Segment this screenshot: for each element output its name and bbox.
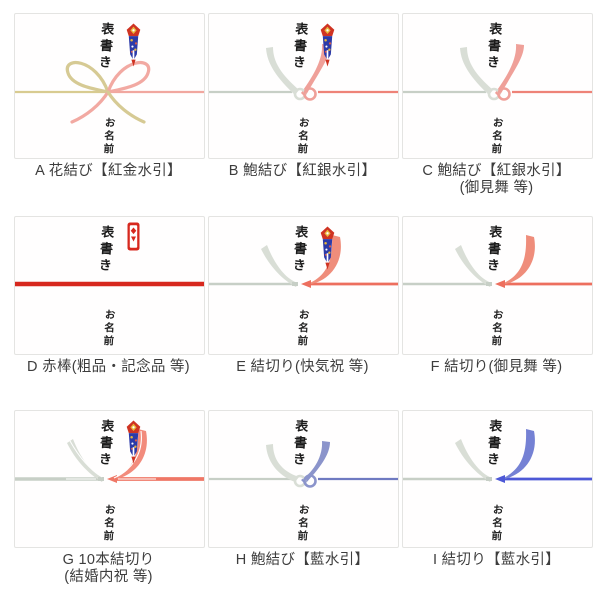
omotegaki-label: 表書き xyxy=(289,21,308,72)
onamae-label: お名前 xyxy=(101,308,117,349)
onamae-label: お名前 xyxy=(101,116,117,157)
mizuhiki-ribbon xyxy=(209,235,398,288)
noshi-card: 表書き お名前 xyxy=(208,216,399,355)
sample-caption: A 花結び【紅金水引】 xyxy=(8,163,209,180)
omotegaki-label: 表書き xyxy=(289,224,308,275)
noshi-card: 表書きお名前 xyxy=(402,216,593,355)
sample-caption: I 結切り【藍水引】 xyxy=(396,552,597,569)
noshi-ornament-icon xyxy=(320,226,335,270)
sample-caption-line1: I 結切り【藍水引】 xyxy=(432,552,561,568)
noshi-option-c[interactable]: 表書きお名前 C 鮑結び【紅銀水引】 (御見舞 等) xyxy=(402,13,593,211)
omotegaki-label: 表書き xyxy=(95,21,114,72)
sample-caption-line1: G 10本結切り xyxy=(62,552,155,568)
sample-caption: D 赤棒(粗品・記念品 等) xyxy=(8,359,209,376)
onamae-label: お名前 xyxy=(295,116,311,157)
sample-caption: F 結切り(御見舞 等) xyxy=(396,359,597,376)
onamae-label: お名前 xyxy=(489,308,505,349)
noshi-ornament-icon xyxy=(126,23,141,67)
omotegaki-label: 表書き xyxy=(483,21,502,72)
mizuhiki-ribbon xyxy=(15,281,204,287)
noshi-ornament-icon xyxy=(126,420,141,464)
noshi-option-g[interactable]: 表書き お名前 G 10本結切り (結婚内祝 等) xyxy=(14,410,205,600)
sample-caption-line2: (御見舞 等) xyxy=(459,180,534,196)
sample-caption-line1: D 赤棒(粗品・記念品 等) xyxy=(27,359,190,375)
noshi-card: 表書きお名前 xyxy=(208,410,399,548)
noshi-card: 表書きお名前 xyxy=(402,13,593,159)
sample-caption: G 10本結切り (結婚内祝 等) xyxy=(8,552,209,586)
sample-caption: C 鮑結び【紅銀水引】 (御見舞 等) xyxy=(396,163,597,197)
sample-caption: E 結切り(快気祝 等) xyxy=(202,359,403,376)
onamae-label: お名前 xyxy=(489,116,505,157)
onamae-label: お名前 xyxy=(489,503,505,544)
onamae-label: お名前 xyxy=(295,308,311,349)
omotegaki-label: 表書き xyxy=(483,418,502,469)
omotegaki-label: 表書き xyxy=(289,418,308,469)
noshi-option-h[interactable]: 表書きお名前 H 鮑結び【藍水引】 xyxy=(208,410,399,600)
omotegaki-label: 表書き xyxy=(95,224,114,275)
noshi-card: 表書き お名前 xyxy=(14,410,205,548)
mizuhiki-ribbon xyxy=(403,235,592,288)
mizuhiki-ribbon xyxy=(15,429,204,483)
mizuhiki-ribbon xyxy=(403,429,592,483)
sample-caption: H 鮑結び【藍水引】 xyxy=(202,552,403,569)
sample-caption-line2: (結婚内祝 等) xyxy=(64,569,153,585)
noshi-stamp-icon xyxy=(127,222,140,251)
noshi-card: 表書き お名前 xyxy=(208,13,399,159)
omotegaki-label: 表書き xyxy=(483,224,502,275)
noshi-ornament-icon xyxy=(320,23,335,67)
sample-caption-line1: B 鮑結び【紅銀水引】 xyxy=(228,163,377,179)
noshi-option-e[interactable]: 表書き お名前 E 結切り(快気祝 等) xyxy=(208,216,399,407)
onamae-label: お名前 xyxy=(295,503,311,544)
noshi-option-a[interactable]: 表書き お名前 A 花結び【紅金水引】 xyxy=(14,13,205,211)
sample-caption: B 鮑結び【紅銀水引】 xyxy=(202,163,403,180)
mizuhiki-ribbon xyxy=(209,44,398,101)
noshi-card: 表書きお名前 xyxy=(402,410,593,548)
sample-caption-line1: F 結切り(御見舞 等) xyxy=(430,359,563,375)
mizuhiki-ribbon xyxy=(209,441,398,488)
omotegaki-label: 表書き xyxy=(95,418,114,469)
noshi-option-d[interactable]: 表書き お名前 D 赤棒(粗品・記念品 等) xyxy=(14,216,205,407)
noshi-card: 表書き お名前 xyxy=(14,13,205,159)
sample-caption-line1: H 鮑結び【藍水引】 xyxy=(235,552,370,568)
noshi-option-b[interactable]: 表書き お名前 B 鮑結び【紅銀水引】 xyxy=(208,13,399,211)
sample-caption-line1: E 結切り(快気祝 等) xyxy=(236,359,369,375)
noshi-option-i[interactable]: 表書きお名前 I 結切り【藍水引】 xyxy=(402,410,593,600)
noshi-option-f[interactable]: 表書きお名前 F 結切り(御見舞 等) xyxy=(402,216,593,407)
mizuhiki-ribbon xyxy=(15,60,204,124)
sample-caption-line1: A 花結び【紅金水引】 xyxy=(35,163,182,179)
noshi-card: 表書き お名前 xyxy=(14,216,205,355)
sample-caption-line1: C 鮑結び【紅銀水引】 xyxy=(422,163,571,179)
mizuhiki-ribbon xyxy=(403,44,592,101)
onamae-label: お名前 xyxy=(101,503,117,544)
